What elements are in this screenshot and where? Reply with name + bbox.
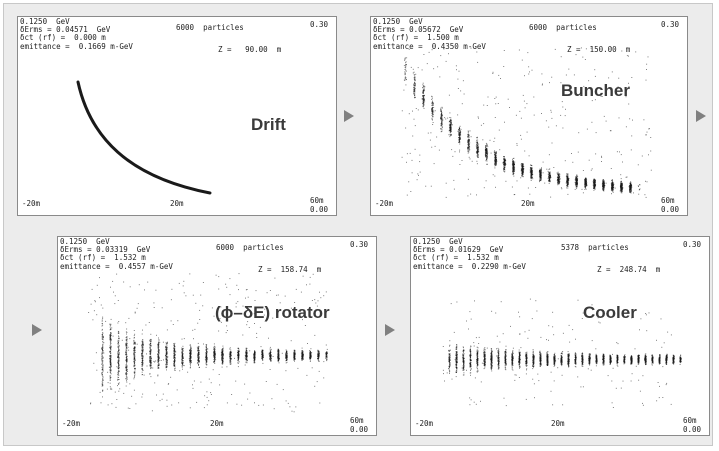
energy-spread-label: δErms = 0.01629 GeV: [413, 245, 504, 255]
particle-count: 6000 particles: [176, 23, 244, 32]
energy-label: 0.1250 GeV: [60, 237, 110, 246]
particle-count: 6000 particles: [216, 243, 284, 252]
y-axis-min-label: 0.00: [350, 425, 369, 434]
energy-spread-label: δErms = 0.03319 GeV: [60, 245, 151, 255]
bunch-length-label: δct (rf) = 1.500 m: [373, 33, 459, 43]
particle-count: 6000 particles: [529, 23, 597, 32]
x-axis-max-label: 60m: [661, 196, 675, 205]
y-scale-max: 0.30: [350, 240, 369, 249]
bunch-length-label: δct (rf) = 1.532 m: [413, 253, 499, 263]
play-arrow-icon: [696, 110, 706, 122]
stage-title: Drift: [251, 115, 286, 134]
y-axis-min-label: 0.00: [310, 205, 329, 214]
emittance-label: emittance = 0.2290 m-GeV: [413, 261, 526, 271]
z-position: Z = 90.00 m: [218, 45, 282, 54]
emittance-label: emittance = 0.4350 m-GeV: [373, 41, 486, 51]
z-position: Z = 248.74 m: [597, 265, 661, 274]
particle-cloud: [401, 47, 652, 198]
energy-spread-label: δErms = 0.05672 GeV: [373, 25, 464, 35]
energy-label: 0.1250 GeV: [373, 17, 423, 26]
x-axis-max-label: 60m: [310, 196, 324, 205]
z-position: Z = 158.74 m: [258, 265, 322, 274]
beam-parameters: 0.1250 GeV δErms = 0.01629 GeV δct (rf) = …: [413, 237, 526, 271]
phase-space-panel-buncher: 0.1250 GeV δErms = 0.05672 GeV δct (rf) = …: [370, 16, 688, 216]
emittance-label: emittance = 0.1669 m-GeV: [20, 41, 133, 51]
x-axis-max-label: 60m: [350, 416, 364, 425]
x-axis-mid-label: 20m: [170, 199, 184, 208]
phase-space-panel-rotator: 0.1250 GeV δErms = 0.03319 GeV δct (rf) = …: [57, 236, 377, 436]
particle-cloud: [442, 298, 682, 408]
particle-count: 5378 particles: [561, 243, 629, 252]
phase-space-panel-cooler: 0.1250 GeV δErms = 0.01629 GeV δct (rf) = …: [410, 236, 710, 436]
y-scale-max: 0.30: [661, 20, 680, 29]
phase-space-plot-buncher: [401, 47, 652, 198]
stage-title: (ϕ–δE) rotator: [215, 303, 330, 322]
phase-space-plot-rotator: [88, 273, 328, 413]
x-axis-min-label: -20m: [415, 419, 434, 428]
x-axis-min-label: -20m: [22, 199, 41, 208]
beam-parameters: 0.1250 GeV δErms = 0.05672 GeV δct (rf) = …: [373, 17, 486, 51]
y-scale-max: 0.30: [683, 240, 702, 249]
y-axis-min-label: 0.00: [661, 205, 680, 214]
x-axis-min-label: -20m: [375, 199, 394, 208]
bunch-length-label: δct (rf) = 0.000 m: [20, 33, 106, 43]
energy-label: 0.1250 GeV: [413, 237, 463, 246]
energy-spread-label: δErms = 0.04571 GeV: [20, 25, 111, 35]
stage-title: Buncher: [561, 81, 630, 100]
x-axis-min-label: -20m: [62, 419, 81, 428]
particle-stream: [76, 80, 212, 195]
x-axis-mid-label: 20m: [521, 199, 535, 208]
stage-title: Cooler: [583, 303, 637, 322]
play-arrow-icon: [32, 324, 42, 336]
figure-frame: 0.1250 GeV δErms = 0.04571 GeV δct (rf) = …: [3, 3, 713, 446]
y-scale-max: 0.30: [310, 20, 329, 29]
energy-label: 0.1250 GeV: [20, 17, 70, 26]
play-arrow-icon: [385, 324, 395, 336]
beam-parameters: 0.1250 GeV δErms = 0.03319 GeV δct (rf) = …: [60, 237, 173, 271]
x-axis-max-label: 60m: [683, 416, 697, 425]
y-axis-min-label: 0.00: [683, 425, 702, 434]
emittance-label: emittance = 0.4557 m-GeV: [60, 261, 173, 271]
particle-cloud: [88, 273, 328, 413]
phase-space-plot-cooler: [442, 298, 682, 408]
x-axis-mid-label: 20m: [210, 419, 224, 428]
x-axis-mid-label: 20m: [551, 419, 565, 428]
bunch-length-label: δct (rf) = 1.532 m: [60, 253, 146, 263]
beam-parameters: 0.1250 GeV δErms = 0.04571 GeV δct (rf) = …: [20, 17, 133, 51]
play-arrow-icon: [344, 110, 354, 122]
phase-space-panel-drift: 0.1250 GeV δErms = 0.04571 GeV δct (rf) = …: [17, 16, 337, 216]
phase-space-plot-drift: [76, 80, 212, 195]
z-position: Z = 150.00 m: [567, 45, 631, 54]
